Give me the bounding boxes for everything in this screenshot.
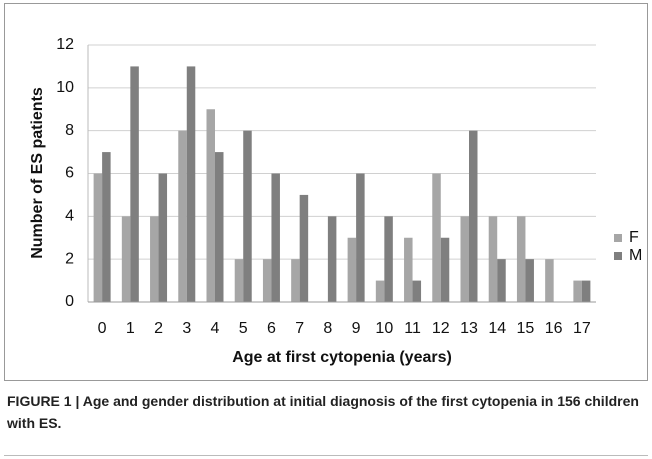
x-tick-label: 7 xyxy=(295,320,304,337)
x-tick-label: 16 xyxy=(545,320,563,337)
bar xyxy=(573,280,582,302)
bar xyxy=(234,259,244,302)
bar xyxy=(356,173,365,302)
bar xyxy=(121,216,131,302)
bar xyxy=(93,173,103,302)
legend-label: M xyxy=(629,247,642,264)
legend-swatch xyxy=(614,252,622,260)
x-tick-label: 12 xyxy=(432,320,450,337)
y-axis-title: Number of ES patients xyxy=(29,87,46,259)
bar xyxy=(469,130,478,302)
bar xyxy=(488,216,498,302)
bar xyxy=(243,130,252,302)
x-tick-label: 10 xyxy=(375,320,393,337)
bar xyxy=(262,259,272,302)
y-tick-label: 8 xyxy=(65,122,74,139)
y-tick-label: 12 xyxy=(56,36,74,53)
x-tick-label: 17 xyxy=(573,320,591,337)
y-tick-label: 10 xyxy=(56,79,74,96)
bar xyxy=(130,66,139,303)
x-tick-label: 0 xyxy=(98,320,107,337)
bar xyxy=(291,259,300,302)
bar xyxy=(460,216,469,302)
y-tick-label: 6 xyxy=(65,165,74,182)
x-tick-label: 14 xyxy=(488,320,506,337)
figure-caption: FIGURE 1 | Age and gender distribution a… xyxy=(7,393,639,431)
bar xyxy=(299,194,309,302)
x-tick-label: 4 xyxy=(211,320,220,337)
chart-frame xyxy=(4,3,648,381)
bar xyxy=(432,173,441,302)
bar xyxy=(404,237,413,302)
x-axis-title: Age at first cytopenia (years) xyxy=(232,349,452,366)
bar xyxy=(412,280,422,302)
bar xyxy=(440,237,450,302)
bar xyxy=(178,130,187,302)
bar xyxy=(186,66,196,303)
x-tick-label: 8 xyxy=(323,320,332,337)
bar xyxy=(384,216,393,302)
legend-label: F xyxy=(629,229,639,246)
x-tick-label: 3 xyxy=(182,320,191,337)
bar xyxy=(215,152,224,302)
bar xyxy=(525,259,534,302)
bar xyxy=(516,216,526,302)
bar xyxy=(497,259,506,302)
bar xyxy=(206,109,215,302)
bar xyxy=(327,216,337,302)
bar xyxy=(158,173,168,302)
x-tick-label: 9 xyxy=(352,320,361,337)
x-tick-label: 13 xyxy=(460,320,478,337)
y-tick-label: 4 xyxy=(65,208,74,225)
bar xyxy=(581,280,591,302)
x-tick-label: 11 xyxy=(404,320,421,337)
legend-swatch xyxy=(614,234,622,242)
x-tick-label: 1 xyxy=(126,320,135,337)
bar xyxy=(271,173,280,302)
bar xyxy=(102,152,111,302)
y-tick-label: 2 xyxy=(65,250,74,267)
bar xyxy=(545,259,554,302)
x-tick-label: 2 xyxy=(154,320,163,337)
bar xyxy=(375,280,385,302)
bar xyxy=(150,216,159,302)
y-tick-label: 0 xyxy=(65,293,74,310)
x-tick-label: 15 xyxy=(517,320,535,337)
x-tick-label: 5 xyxy=(239,320,248,337)
x-tick-label: 6 xyxy=(267,320,276,337)
bar xyxy=(347,237,357,302)
